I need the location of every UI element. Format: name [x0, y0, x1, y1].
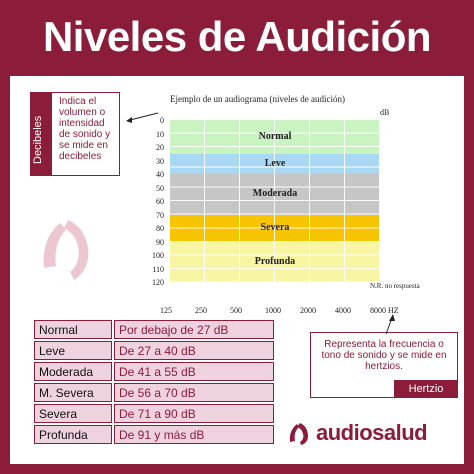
audiogram-y-tick: 0	[160, 116, 164, 125]
audiogram-band-leve: Leve	[170, 153, 380, 174]
audiogram-y-tick: 50	[156, 183, 164, 193]
audiogram-y-tick: 40	[156, 170, 164, 179]
audiogram-y-tick: 120	[152, 278, 164, 287]
audiogram: Ejemplo de un audiograma (niveles de aud…	[120, 94, 420, 316]
brand-name: audiosalud	[316, 420, 428, 445]
level-name: Moderada	[34, 362, 112, 381]
levels-table-row: Normal Por debajo de 27 dB	[34, 320, 288, 340]
hertz-description: Representa la frecuencia o tono de sonid…	[321, 339, 447, 372]
audiogram-band-moderada: Moderada	[170, 174, 380, 215]
level-name: Profunda	[34, 425, 112, 444]
audiogram-y-tick: 80	[156, 224, 164, 233]
hertz-tab: Hertzio	[394, 380, 458, 398]
audiogram-band-label: Leve	[264, 157, 286, 169]
audiogram-band-label: Normal	[258, 130, 292, 142]
level-range: De 56 a 70 dB	[114, 383, 274, 402]
audiogram-band-severa: Severa	[170, 214, 380, 242]
level-range: De 91 y más dB	[114, 425, 274, 444]
level-name: Leve	[34, 341, 112, 360]
hertz-arrow-icon	[385, 314, 395, 335]
level-range: De 71 a 90 dB	[114, 404, 274, 423]
audiogram-x-tick: 500	[230, 306, 242, 315]
level-range: De 27 a 40 dB	[114, 341, 274, 360]
audiogram-band-profunda: Profunda	[170, 241, 380, 282]
audiogram-band-label: Moderada	[252, 188, 298, 200]
level-name: Severa	[34, 404, 112, 423]
audiogram-x-tick: 4000	[335, 306, 351, 315]
audiogram-y-unit: dB	[380, 108, 390, 117]
audiogram-x-tick: 250	[195, 306, 207, 315]
page-title: Niveles de Audición	[42, 13, 432, 60]
audiogram-band-label: Severa	[260, 222, 290, 233]
audiogram-y-tick: 90	[156, 237, 164, 247]
audiogram-band-label: Profunda	[254, 255, 296, 267]
audiogram-y-tick: 60	[156, 197, 164, 206]
decibel-description: Indica el volumen o intensidad de sonido…	[59, 96, 111, 162]
audiogram-y-tick: 70	[156, 210, 164, 220]
level-range: De 41 a 55 dB	[114, 362, 274, 381]
audiogram-y-tick: 10	[156, 129, 164, 139]
audiogram-title: Ejemplo de un audiograma (niveles de aud…	[170, 94, 345, 104]
decibel-arrow-icon	[126, 112, 159, 123]
decibel-tab: Decibeles	[30, 92, 52, 176]
levels-table-row: Moderada De 41 a 55 dB	[34, 362, 288, 382]
decibel-tab-label: Decibeles	[32, 115, 44, 164]
levels-table-row: Profunda De 91 y más dB	[34, 425, 288, 445]
audiogram-x-tick: 8000 HZ	[370, 306, 399, 315]
audiogram-band-normal: Normal	[170, 120, 380, 154]
audiogram-y-tick: 100	[152, 251, 164, 260]
levels-table-row: Leve De 27 a 40 dB	[34, 341, 288, 361]
audiosalud-brand: audiosalud	[286, 416, 462, 450]
hertz-callout: Representa la frecuencia o tono de sonid…	[310, 332, 458, 398]
audiogram-y-tick: 30	[156, 156, 164, 166]
levels-table-row: M. Severa De 56 a 70 dB	[34, 383, 288, 403]
decibel-callout: Decibeles Indica el volumen o intensidad…	[30, 92, 120, 176]
level-range: Por debajo de 27 dB	[114, 320, 274, 339]
audiogram-x-tick: 1000	[265, 306, 281, 315]
audiogram-y-tick: 20	[156, 143, 164, 152]
audiogram-nr-label: N.R. no respuesta	[370, 282, 420, 290]
audiogram-x-tick: 125	[160, 306, 172, 315]
audiosalud-logo-icon	[289, 423, 308, 445]
audiosalud-watermark-icon	[43, 220, 89, 280]
audiogram-x-tick: 2000	[300, 306, 316, 315]
audiogram-y-tick: 110	[152, 264, 164, 274]
level-name: Normal	[34, 320, 112, 339]
level-name: M. Severa	[34, 383, 112, 402]
content-panel: Decibeles Indica el volumen o intensidad…	[10, 76, 464, 464]
levels-table-row: Severa De 71 a 90 dB	[34, 404, 288, 424]
